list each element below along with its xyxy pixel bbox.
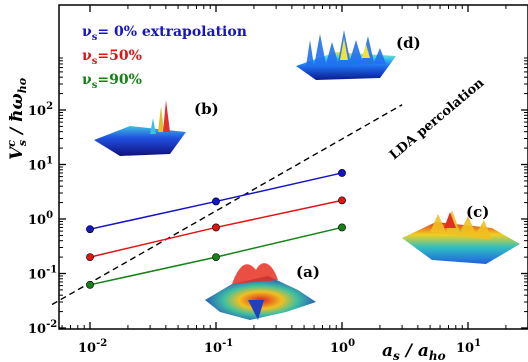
data-point xyxy=(86,225,94,234)
inset-d-surface xyxy=(296,30,396,80)
reference-line xyxy=(51,104,403,306)
reference-line-label: LDA percolation xyxy=(387,75,488,163)
y-tick-label: 102 xyxy=(28,101,53,119)
data-point xyxy=(338,223,346,232)
inset-b-label: (b) xyxy=(194,100,219,118)
legend-entry-0: νs= 0% extrapolation xyxy=(82,24,247,43)
y-axis-title: Vcs / ħωho xyxy=(5,78,29,160)
inset-a-label: (a) xyxy=(296,263,320,281)
data-point xyxy=(212,253,220,261)
data-point xyxy=(86,253,94,261)
x-axis-title: as / aho xyxy=(382,341,446,362)
inset-c-surface xyxy=(402,210,520,264)
inset-b-surface xyxy=(94,100,186,156)
data-point xyxy=(338,169,346,177)
data-point xyxy=(338,196,346,205)
y-tick-label: 10-1 xyxy=(28,265,57,283)
y-tick-label: 10-2 xyxy=(28,319,57,337)
data-point xyxy=(212,197,220,206)
legend-entry-1: νs=50% xyxy=(82,48,142,67)
y-tick-label: 101 xyxy=(28,156,53,174)
data-point xyxy=(86,280,94,289)
x-tick-label: 10-2 xyxy=(78,338,107,356)
axis-ticks: 10-2 10-1 100 101 10-2 10-1 100 101 102 xyxy=(28,5,528,356)
reference-line-group xyxy=(51,104,403,306)
data-point xyxy=(212,223,220,232)
y-tick-label: 100 xyxy=(28,210,53,228)
inset-d-label: (d) xyxy=(396,34,421,52)
x-tick-label: 101 xyxy=(456,338,481,356)
legend-entry-2: νs=90% xyxy=(82,72,142,91)
inset-a-surface xyxy=(205,263,316,320)
inset-c-label: (c) xyxy=(466,203,489,221)
series-group xyxy=(86,169,346,289)
legend: νs= 0% extrapolation νs=50% νs=90% xyxy=(82,24,247,91)
x-tick-label: 10-1 xyxy=(204,338,233,356)
x-tick-label: 100 xyxy=(330,338,355,356)
